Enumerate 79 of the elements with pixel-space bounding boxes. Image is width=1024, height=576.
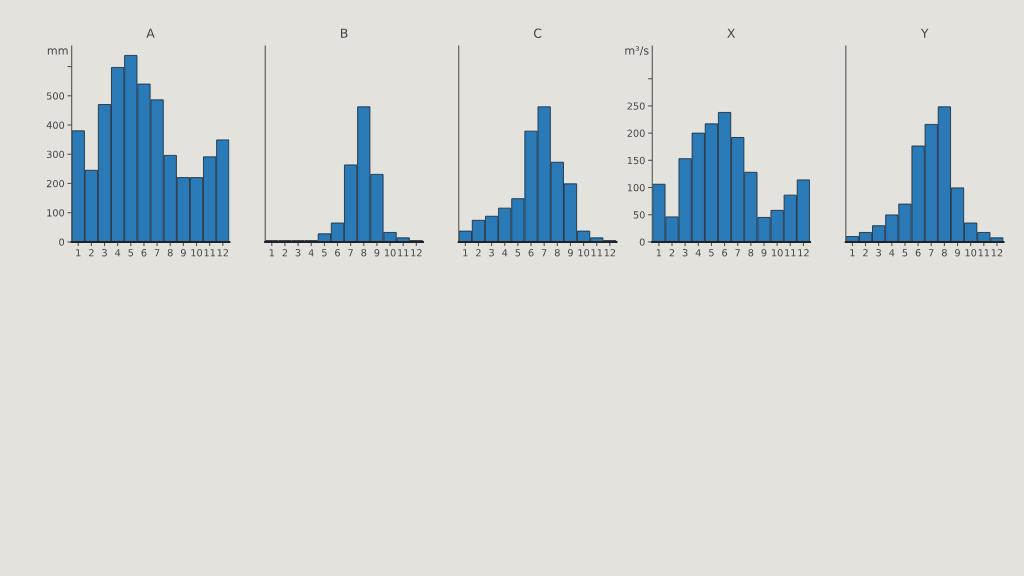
- x-tick-label: 6: [141, 249, 147, 257]
- x-tick-label: 4: [502, 249, 508, 257]
- chart-title: Y: [920, 28, 929, 38]
- x-tick-label: 1: [269, 249, 274, 257]
- x-tick-label: 9: [374, 249, 380, 257]
- x-tick-label: 8: [167, 249, 173, 257]
- x-tick-label: 8: [941, 249, 947, 257]
- x-tick-label: 8: [554, 249, 560, 257]
- x-tick-label: 4: [115, 249, 121, 257]
- chart-title: C: [533, 28, 542, 38]
- x-tick-label: 12: [217, 249, 229, 257]
- x-tick-label: 8: [361, 249, 367, 257]
- x-tick-label: 3: [876, 249, 881, 257]
- x-tick-label: 10: [191, 249, 203, 257]
- x-tick-label: 3: [682, 249, 688, 257]
- x-tick-label: 10: [384, 249, 396, 257]
- x-tick-label: 12: [991, 249, 1003, 257]
- x-tick-label: 2: [282, 249, 288, 257]
- y-tick-label: 100: [47, 209, 65, 217]
- x-tick-label: 6: [722, 249, 728, 257]
- x-tick-label: 2: [89, 249, 94, 257]
- x-tick-label: 10: [578, 249, 590, 257]
- x-tick-label: 8: [748, 249, 754, 257]
- x-tick-label: 11: [204, 249, 215, 257]
- x-tick-label: 2: [863, 249, 868, 257]
- x-tick-label: 10: [772, 249, 783, 257]
- y-tick-label: 200: [627, 129, 645, 137]
- x-tick-label: 1: [76, 249, 81, 257]
- x-tick-label: 3: [102, 249, 107, 257]
- y-tick-label: 250: [627, 102, 645, 110]
- x-tick-label: 9: [567, 249, 573, 257]
- x-tick-label: 4: [308, 249, 314, 257]
- x-tick-label: 3: [295, 249, 301, 257]
- chart-title: A: [146, 28, 155, 38]
- x-tick-label: 9: [180, 249, 186, 257]
- y-tick-label: 0: [639, 238, 645, 246]
- y-tick-label: 200: [46, 179, 65, 188]
- x-tick-label: 12: [411, 249, 422, 257]
- y-tick-label: 100: [627, 184, 645, 192]
- x-tick-label: 4: [695, 249, 701, 257]
- x-tick-label: 6: [335, 249, 340, 257]
- y-tick-label: 500: [46, 92, 65, 100]
- x-tick-label: 11: [591, 249, 603, 257]
- x-tick-label: 7: [735, 249, 740, 257]
- x-tick-label: 7: [541, 249, 547, 257]
- x-tick-label: 9: [761, 249, 767, 257]
- x-tick-label: 5: [902, 249, 908, 257]
- y-axis-title: m³/s: [625, 46, 649, 56]
- x-tick-label: 7: [154, 249, 160, 257]
- x-tick-label: 7: [348, 249, 353, 257]
- x-tick-label: 5: [322, 249, 327, 257]
- chart-title: X: [727, 28, 736, 38]
- x-tick-label: 6: [528, 249, 534, 257]
- y-tick-label: 400: [46, 121, 65, 129]
- x-tick-label: 5: [128, 249, 134, 257]
- x-tick-label: 1: [850, 249, 855, 257]
- x-tick-label: 5: [515, 249, 521, 257]
- x-tick-label: 11: [785, 249, 796, 257]
- x-tick-label: 2: [476, 249, 481, 257]
- x-tick-label: 5: [709, 249, 714, 257]
- x-tick-label: 4: [889, 249, 895, 257]
- x-tick-label: 10: [965, 249, 977, 257]
- x-tick-label: 7: [928, 249, 934, 257]
- x-tick-label: 12: [604, 249, 616, 257]
- chart-title: B: [341, 28, 348, 38]
- x-tick-label: 11: [398, 249, 409, 257]
- x-tick-label: 1: [463, 249, 468, 257]
- x-tick-label: 3: [489, 249, 494, 257]
- x-tick-label: 6: [915, 249, 921, 257]
- x-tick-label: 11: [978, 249, 990, 257]
- x-tick-label: 1: [656, 249, 662, 257]
- x-tick-label: 2: [669, 249, 675, 257]
- y-axis-title: mm: [47, 48, 68, 55]
- x-tick-label: 12: [798, 249, 809, 257]
- y-tick-label: 300: [46, 150, 65, 159]
- y-tick-label: 0: [59, 238, 65, 246]
- x-tick-label: 9: [955, 249, 960, 257]
- y-tick-label: 50: [633, 211, 645, 219]
- y-tick-label: 150: [627, 156, 645, 165]
